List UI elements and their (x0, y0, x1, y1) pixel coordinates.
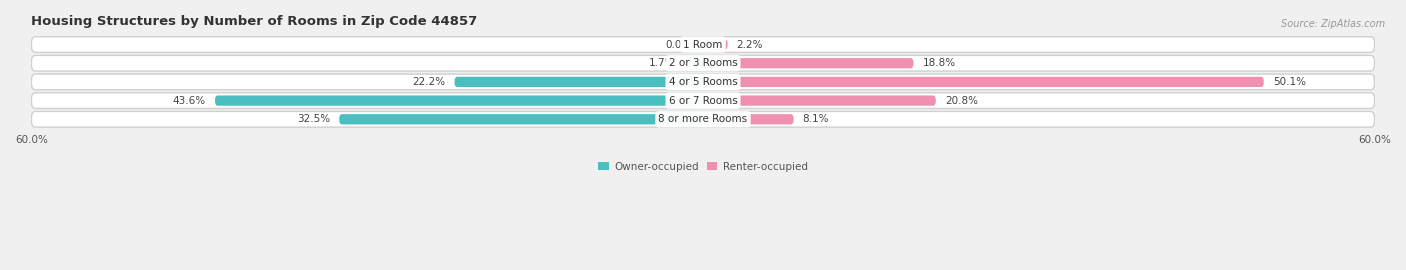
Text: 1.7%: 1.7% (648, 58, 675, 68)
Text: 2.2%: 2.2% (737, 39, 763, 49)
Text: 6 or 7 Rooms: 6 or 7 Rooms (669, 96, 737, 106)
FancyBboxPatch shape (339, 114, 703, 124)
FancyBboxPatch shape (31, 112, 1375, 127)
FancyBboxPatch shape (31, 74, 1375, 90)
FancyBboxPatch shape (703, 96, 936, 106)
FancyBboxPatch shape (683, 58, 703, 68)
Text: 18.8%: 18.8% (922, 58, 956, 68)
Text: 50.1%: 50.1% (1272, 77, 1306, 87)
Text: 22.2%: 22.2% (412, 77, 446, 87)
Text: 43.6%: 43.6% (173, 96, 207, 106)
FancyBboxPatch shape (31, 93, 1375, 109)
FancyBboxPatch shape (454, 77, 703, 87)
FancyBboxPatch shape (703, 114, 793, 124)
FancyBboxPatch shape (703, 58, 914, 68)
FancyBboxPatch shape (703, 39, 728, 50)
Text: 0.0%: 0.0% (665, 39, 692, 49)
Text: Housing Structures by Number of Rooms in Zip Code 44857: Housing Structures by Number of Rooms in… (31, 15, 478, 28)
FancyBboxPatch shape (215, 96, 703, 106)
FancyBboxPatch shape (31, 55, 1375, 71)
Text: 20.8%: 20.8% (945, 96, 977, 106)
Text: 8 or more Rooms: 8 or more Rooms (658, 114, 748, 124)
Text: 4 or 5 Rooms: 4 or 5 Rooms (669, 77, 737, 87)
Legend: Owner-occupied, Renter-occupied: Owner-occupied, Renter-occupied (595, 157, 811, 176)
Text: 2 or 3 Rooms: 2 or 3 Rooms (669, 58, 737, 68)
Text: Source: ZipAtlas.com: Source: ZipAtlas.com (1281, 19, 1385, 29)
Text: 1 Room: 1 Room (683, 39, 723, 49)
FancyBboxPatch shape (31, 37, 1375, 52)
Text: 32.5%: 32.5% (297, 114, 330, 124)
FancyBboxPatch shape (703, 77, 1264, 87)
Text: 8.1%: 8.1% (803, 114, 830, 124)
